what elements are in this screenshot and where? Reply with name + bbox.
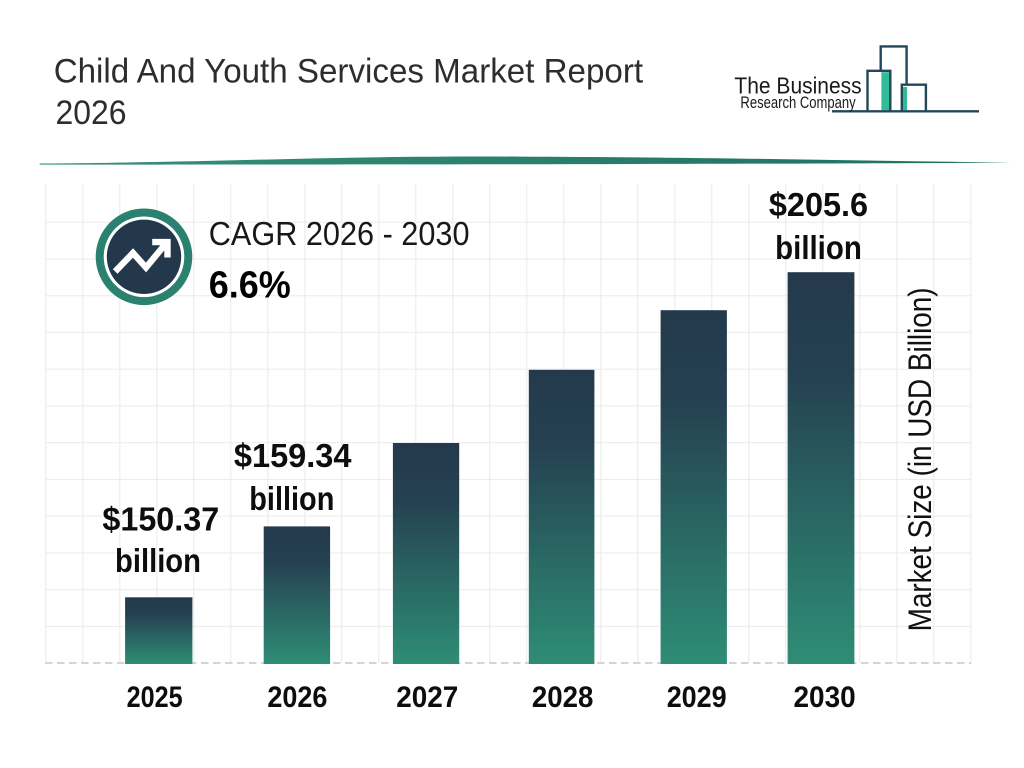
svg-text:$159.34: $159.34 bbox=[234, 438, 352, 475]
svg-text:Research Company: Research Company bbox=[740, 94, 856, 112]
svg-text:$150.37: $150.37 bbox=[102, 501, 219, 538]
svg-text:2028: 2028 bbox=[532, 681, 594, 714]
svg-text:2025: 2025 bbox=[127, 681, 183, 714]
svg-text:CAGR 2026 - 2030: CAGR 2026 - 2030 bbox=[209, 216, 470, 253]
svg-text:The Business: The Business bbox=[734, 72, 861, 98]
svg-text:Child And Youth Services Marke: Child And Youth Services Market Report bbox=[54, 52, 644, 90]
svg-text:2030: 2030 bbox=[794, 681, 856, 714]
svg-text:2029: 2029 bbox=[667, 681, 727, 714]
svg-text:billion: billion bbox=[249, 481, 334, 518]
svg-text:2026: 2026 bbox=[267, 681, 327, 714]
svg-text:Market Size (in USD Billion): Market Size (in USD Billion) bbox=[902, 287, 938, 631]
svg-text:6.6%: 6.6% bbox=[209, 264, 291, 306]
svg-text:billion: billion bbox=[115, 543, 201, 580]
svg-text:2027: 2027 bbox=[396, 681, 458, 714]
svg-text:billion: billion bbox=[775, 230, 862, 267]
svg-text:$205.6: $205.6 bbox=[769, 187, 868, 224]
svg-text:2026: 2026 bbox=[56, 94, 127, 132]
